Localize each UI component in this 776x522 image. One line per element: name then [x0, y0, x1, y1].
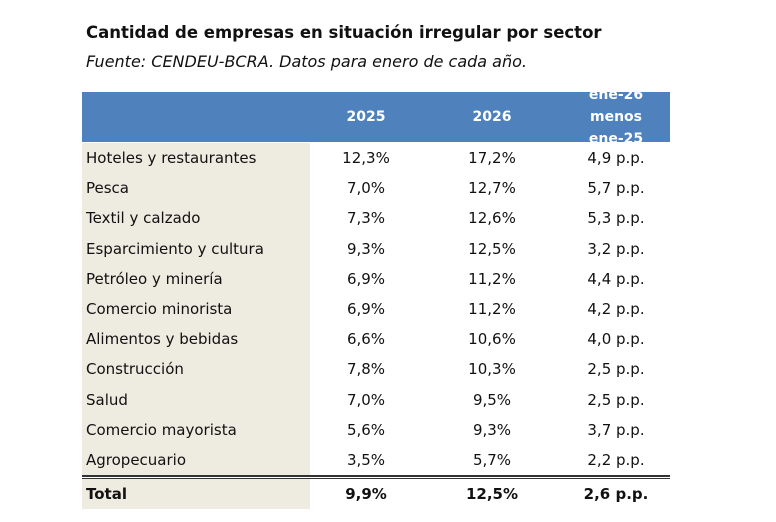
- difference: 2,5 p.p.: [587, 390, 645, 409]
- difference: 4,9 p.p.: [587, 149, 645, 168]
- table-title: Cantidad de empresas en situación irregu…: [86, 23, 602, 42]
- header-difference-line2: ene-25: [588, 131, 644, 147]
- difference: 4,0 p.p.: [587, 330, 645, 349]
- value-2025: 7,3%: [346, 209, 386, 228]
- difference: 3,7 p.p.: [587, 420, 645, 439]
- table-row: Textil y calzado 7,3% 12,6% 5,3 p.p.: [82, 203, 670, 234]
- header-2025: 2025: [346, 109, 386, 125]
- header-2026: 2026: [472, 109, 512, 125]
- sector-name: Pesca: [82, 173, 310, 204]
- sector-name: Comercio mayorista: [82, 414, 310, 445]
- value-2025: 7,8%: [346, 360, 386, 379]
- difference: 5,3 p.p.: [587, 209, 645, 228]
- value-2025: 12,3%: [342, 149, 390, 168]
- header-difference: ene-26 menos ene-25: [562, 87, 670, 147]
- sector-name: Hoteles y restaurantes: [82, 143, 310, 174]
- total-difference: 2,6 p.p.: [583, 485, 649, 504]
- difference: 4,2 p.p.: [587, 300, 645, 319]
- table-header: 2025 2026 ene-26 menos ene-25: [82, 87, 670, 147]
- header-sector: [82, 92, 310, 142]
- table-row: Esparcimiento y cultura 9,3% 12,5% 3,2 p.p.: [82, 233, 670, 264]
- sector-name: Textil y calzado: [82, 203, 310, 234]
- table-row: Salud 7,0% 9,5% 2,5 p.p.: [82, 384, 670, 415]
- sector-table: 2025 2026 ene-26 menos ene-25 Hoteles y …: [82, 87, 670, 510]
- difference: 5,7 p.p.: [587, 179, 645, 198]
- value-2026: 11,2%: [468, 300, 516, 319]
- header-difference-line1: ene-26 menos: [588, 87, 644, 125]
- total-label: Total: [82, 479, 310, 510]
- sector-name: Alimentos y bebidas: [82, 324, 310, 355]
- total-2025: 9,9%: [345, 485, 387, 504]
- table-row: Comercio mayorista 5,6% 9,3% 3,7 p.p.: [82, 414, 670, 445]
- value-2025: 7,0%: [346, 179, 386, 198]
- value-2025: 6,9%: [346, 269, 386, 288]
- table-source: Fuente: CENDEU-BCRA. Datos para enero de…: [86, 52, 527, 71]
- sector-name: Agropecuario: [82, 444, 310, 476]
- table-row: Pesca 7,0% 12,7% 5,7 p.p.: [82, 173, 670, 204]
- table-row: Petróleo y minería 6,9% 11,2% 4,4 p.p.: [82, 263, 670, 294]
- value-2026: 10,3%: [468, 360, 516, 379]
- value-2026: 10,6%: [468, 330, 516, 349]
- table-body: Hoteles y restaurantes 12,3% 17,2% 4,9 p.p.…: [82, 142, 670, 476]
- total-row: Total 9,9% 12,5% 2,6 p.p.: [82, 479, 670, 510]
- sector-name: Construcción: [82, 354, 310, 385]
- value-2026: 9,3%: [472, 420, 512, 439]
- table-row: Comercio minorista 6,9% 11,2% 4,2 p.p.: [82, 293, 670, 325]
- difference: 2,5 p.p.: [587, 360, 645, 379]
- total-2026: 12,5%: [465, 485, 519, 504]
- table-row: Construcción 7,8% 10,3% 2,5 p.p.: [82, 354, 670, 385]
- table-row: Alimentos y bebidas 6,6% 10,6% 4,0 p.p.: [82, 324, 670, 355]
- table-row: Hoteles y restaurantes 12,3% 17,2% 4,9 p.p.: [82, 143, 670, 174]
- difference: 4,4 p.p.: [587, 269, 645, 288]
- value-2025: 7,0%: [346, 390, 386, 409]
- difference: 2,2 p.p.: [587, 450, 645, 469]
- sector-name: Salud: [82, 384, 310, 415]
- value-2026: 5,7%: [472, 450, 512, 469]
- sector-name: Comercio minorista: [82, 293, 310, 325]
- value-2026: 12,7%: [468, 179, 516, 198]
- sector-name: Petróleo y minería: [82, 263, 310, 294]
- value-2025: 6,6%: [346, 330, 386, 349]
- value-2026: 12,5%: [468, 239, 516, 258]
- total-divider: [82, 475, 670, 480]
- value-2025: 6,9%: [346, 300, 386, 319]
- value-2026: 17,2%: [468, 149, 516, 168]
- value-2025: 3,5%: [346, 450, 386, 469]
- value-2025: 9,3%: [346, 239, 386, 258]
- sector-name: Esparcimiento y cultura: [82, 233, 310, 264]
- value-2026: 12,6%: [468, 209, 516, 228]
- value-2026: 11,2%: [468, 269, 516, 288]
- table-row: Agropecuario 3,5% 5,7% 2,2 p.p.: [82, 444, 670, 476]
- value-2026: 9,5%: [472, 390, 512, 409]
- difference: 3,2 p.p.: [587, 239, 645, 258]
- value-2025: 5,6%: [346, 420, 386, 439]
